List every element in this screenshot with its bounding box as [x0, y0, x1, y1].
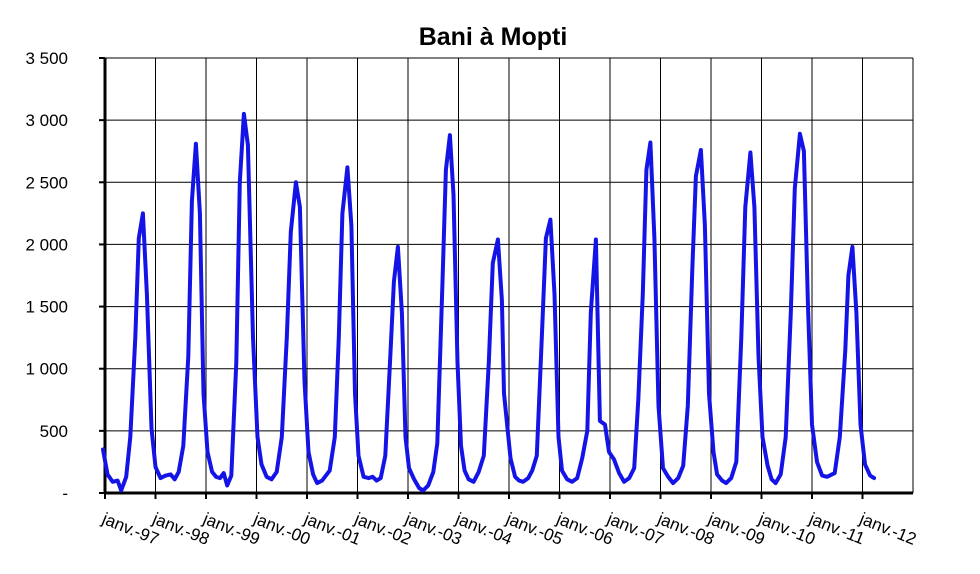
- x-tick-label: janv.-02: [351, 509, 414, 549]
- x-tick-label: janv.-05: [503, 509, 566, 549]
- y-tick-label: -: [62, 484, 68, 503]
- series-line: [101, 111, 877, 493]
- x-axis-ticks: janv.-97janv.-98janv.-99janv.-00janv.-01…: [99, 493, 919, 549]
- x-tick-label: janv.-08: [654, 509, 717, 549]
- y-tick-label: 500: [40, 422, 68, 441]
- x-tick-label: janv.-09: [705, 509, 768, 549]
- x-tick-label: janv.-12: [856, 509, 919, 549]
- y-tick-label: 2 500: [25, 173, 68, 192]
- x-tick-label: janv.-06: [553, 509, 616, 549]
- x-tick-label: janv.-00: [250, 509, 313, 549]
- x-tick-label: janv.-10: [755, 509, 818, 549]
- x-tick-label: janv.-04: [452, 509, 515, 549]
- y-tick-label: 2 000: [25, 235, 68, 254]
- chart-title: Bani à Mopti: [419, 23, 568, 51]
- x-tick-label: janv.-11: [806, 509, 868, 549]
- y-tick-label: 3 500: [25, 49, 68, 68]
- x-tick-label: janv.-98: [149, 509, 212, 549]
- x-tick-label: janv.-03: [402, 509, 465, 549]
- x-tick-label: janv.-99: [200, 509, 263, 549]
- x-tick-label: janv.-01: [301, 509, 364, 549]
- x-tick-label: janv.-97: [99, 509, 162, 549]
- x-tick-label: janv.-07: [604, 509, 667, 549]
- y-tick-label: 3 000: [25, 111, 68, 130]
- y-tick-label: 1 000: [25, 360, 68, 379]
- y-axis-ticks: - 500 1 000 1 500 2 000 2 500 3 000 3 500: [25, 49, 105, 503]
- y-tick-label: 1 500: [25, 298, 68, 317]
- series-group: [101, 111, 877, 493]
